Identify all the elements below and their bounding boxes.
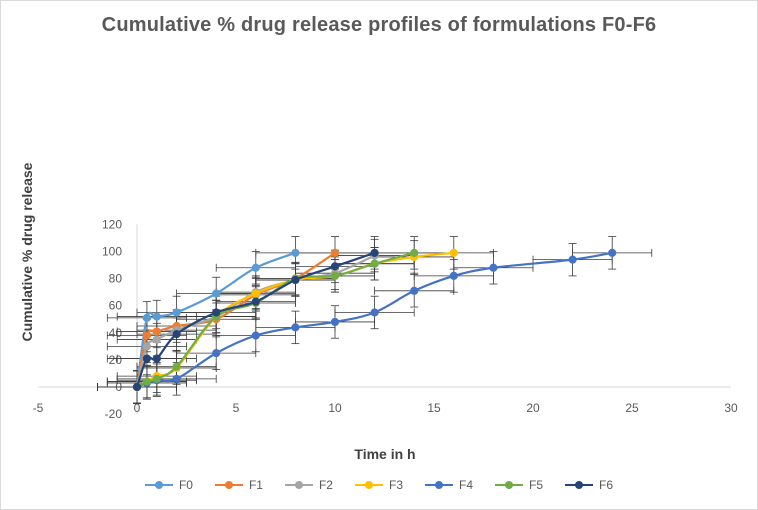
data-point-f4 xyxy=(568,255,577,264)
legend-item-f5: F5 xyxy=(495,478,543,492)
data-point-f4 xyxy=(449,271,458,280)
data-point-f4 xyxy=(489,263,498,272)
data-point-f5 xyxy=(152,374,161,383)
data-point-f4 xyxy=(251,331,260,340)
data-point-f6 xyxy=(132,382,142,392)
x-tick-label: 25 xyxy=(625,401,639,415)
data-point-f0 xyxy=(172,308,181,317)
data-point-f1 xyxy=(330,248,340,257)
data-point-f0 xyxy=(142,313,151,322)
data-point-f6 xyxy=(152,354,161,363)
y-tick-label: 60 xyxy=(109,299,123,313)
series-line-f5 xyxy=(136,251,415,388)
legend-swatch-f0 xyxy=(144,479,173,491)
legend: F0 F1 F2 F3 F4 F5 F6 xyxy=(0,478,758,492)
data-point-f4 xyxy=(410,286,419,295)
data-point-f6 xyxy=(212,308,221,317)
data-point-f0 xyxy=(291,248,300,257)
data-point-f1 xyxy=(152,327,161,336)
legend-item-f1: F1 xyxy=(214,478,263,492)
data-point-f4 xyxy=(370,308,379,317)
y-tick-label: 120 xyxy=(102,217,122,231)
data-point-f6 xyxy=(370,248,379,257)
series-f1 xyxy=(132,248,340,392)
y-tick-label: 80 xyxy=(109,272,123,286)
legend-label-f4: F4 xyxy=(459,478,474,492)
data-point-f5 xyxy=(370,259,379,268)
legend-swatch-f2 xyxy=(284,479,313,491)
series-f6 xyxy=(132,248,379,392)
y-tick-label: -20 xyxy=(105,407,123,421)
data-point-f0 xyxy=(251,263,260,272)
data-point-f0 xyxy=(152,312,161,321)
data-point-f4 xyxy=(330,317,340,327)
x-tick-label: 20 xyxy=(526,401,540,415)
data-point-f3 xyxy=(251,289,260,298)
data-point-f5 xyxy=(330,271,340,280)
legend-item-f0: F0 xyxy=(144,478,193,492)
chart-title: Cumulative % drug release profiles of fo… xyxy=(101,14,657,36)
x-tick-label: 30 xyxy=(724,401,738,415)
legend-label-f2: F2 xyxy=(318,478,333,492)
data-point-f5 xyxy=(172,362,181,371)
data-point-f2 xyxy=(142,342,151,351)
legend-label-f5: F5 xyxy=(529,478,544,492)
x-axis-label: Time in h xyxy=(354,446,416,462)
legend-label-f1: F1 xyxy=(248,478,263,492)
data-point-f5 xyxy=(410,248,419,257)
data-point-f2 xyxy=(152,335,161,344)
legend-swatch-f3 xyxy=(354,479,383,491)
data-point-f3 xyxy=(449,248,458,257)
legend-swatch-f1 xyxy=(214,479,243,491)
y-tick-label: 40 xyxy=(109,326,123,340)
legend-swatch-f6 xyxy=(565,479,594,491)
data-point-f6 xyxy=(142,354,151,363)
x-tick-label: 15 xyxy=(427,401,441,415)
legend-label-f0: F0 xyxy=(178,478,193,492)
x-tick-label: 0 xyxy=(134,401,141,415)
data-point-f6 xyxy=(330,262,340,271)
data-point-f4 xyxy=(172,374,181,383)
x-tick-label: 5 xyxy=(233,401,240,415)
legend-swatch-f4 xyxy=(425,479,453,491)
y-axis-label: Cumulative % drug release xyxy=(19,162,35,342)
data-point-f0 xyxy=(212,289,221,298)
data-point-f4 xyxy=(608,248,617,257)
error-bar xyxy=(453,251,534,285)
legend-label-f6: F6 xyxy=(599,478,614,492)
data-point-f4 xyxy=(212,349,221,358)
legend-swatch-f5 xyxy=(495,479,524,491)
legend-label-f3: F3 xyxy=(388,478,403,492)
x-tick-label: 10 xyxy=(328,401,342,415)
data-point-f6 xyxy=(251,297,260,306)
data-point-f4 xyxy=(291,323,300,332)
series-lines xyxy=(132,248,617,392)
legend-item-f3: F3 xyxy=(354,478,403,492)
y-tick-label: 100 xyxy=(102,245,122,259)
legend-item-f4: F4 xyxy=(425,478,473,492)
x-tick-label: -5 xyxy=(33,401,44,415)
data-point-f6 xyxy=(291,275,300,285)
legend-item-f2: F2 xyxy=(284,478,333,492)
legend-item-f6: F6 xyxy=(565,478,613,492)
series-f5 xyxy=(132,248,419,392)
y-tick-label: 20 xyxy=(109,353,123,367)
data-point-f1 xyxy=(142,331,151,340)
data-point-f6 xyxy=(172,330,181,339)
data-point-f5 xyxy=(142,377,151,386)
